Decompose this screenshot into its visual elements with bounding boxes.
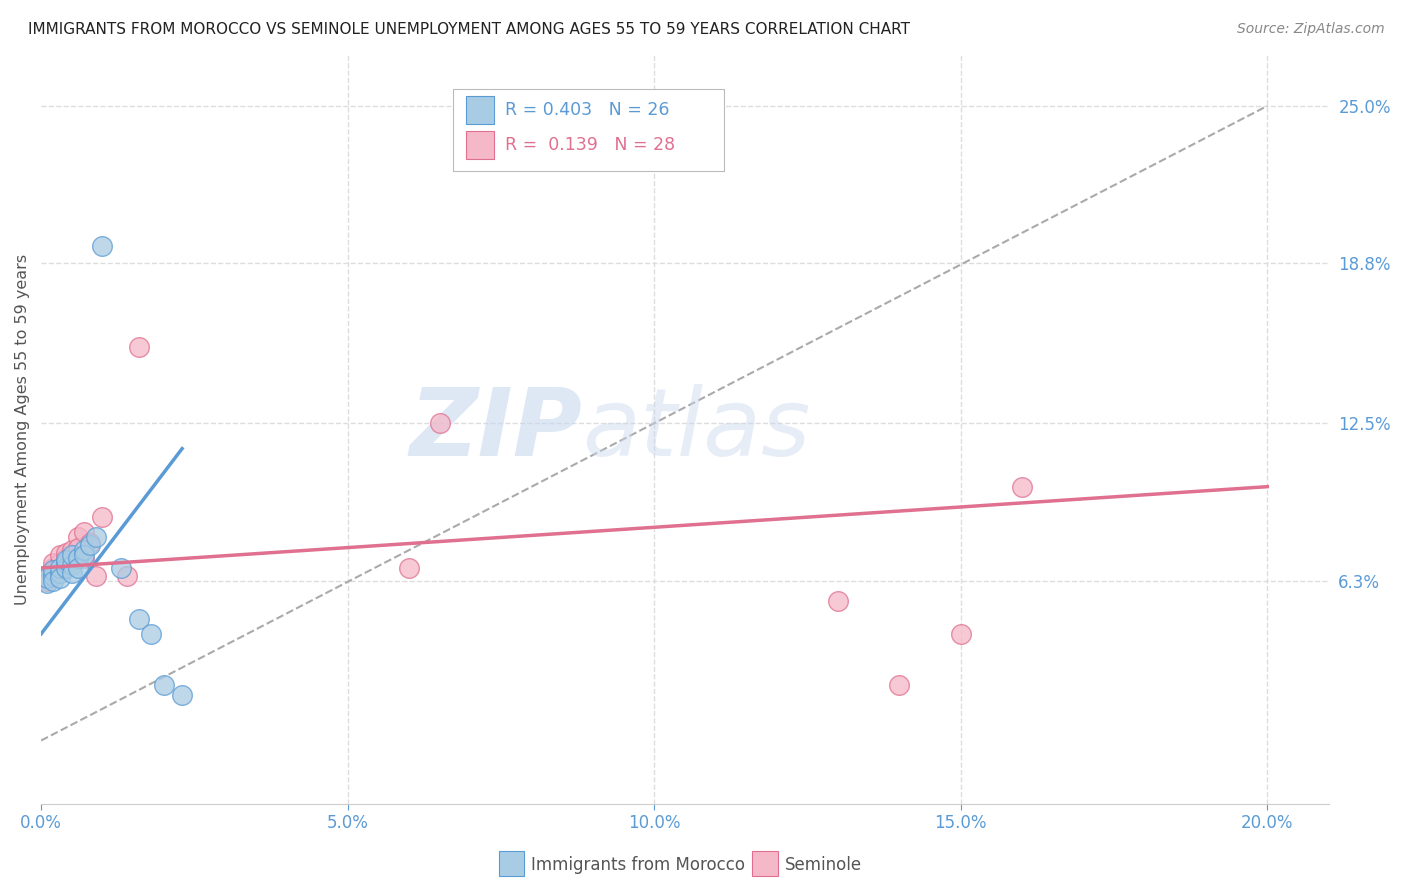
Text: Seminole: Seminole bbox=[785, 856, 862, 874]
Point bbox=[66, 531, 89, 545]
Point bbox=[55, 550, 77, 565]
Point bbox=[48, 564, 70, 578]
Point bbox=[152, 678, 174, 692]
Point bbox=[1011, 480, 1033, 494]
Point bbox=[889, 678, 911, 692]
Point bbox=[48, 561, 70, 575]
Point bbox=[949, 627, 972, 641]
Point bbox=[429, 416, 451, 430]
Point bbox=[42, 574, 65, 588]
Point bbox=[84, 568, 107, 582]
Point bbox=[73, 543, 96, 558]
Point bbox=[79, 538, 101, 552]
Point bbox=[55, 558, 77, 573]
FancyBboxPatch shape bbox=[465, 131, 495, 160]
Point bbox=[55, 561, 77, 575]
Point bbox=[48, 556, 70, 570]
Point bbox=[42, 561, 65, 575]
Point bbox=[73, 548, 96, 562]
Point bbox=[91, 510, 114, 524]
Point bbox=[66, 561, 89, 575]
Point bbox=[60, 548, 83, 562]
Point bbox=[42, 556, 65, 570]
Text: R = 0.403   N = 26: R = 0.403 N = 26 bbox=[505, 101, 669, 119]
Point bbox=[172, 688, 194, 702]
Point bbox=[60, 558, 83, 573]
Point bbox=[84, 531, 107, 545]
FancyBboxPatch shape bbox=[465, 95, 495, 124]
Text: atlas: atlas bbox=[582, 384, 810, 475]
Text: R =  0.139   N = 28: R = 0.139 N = 28 bbox=[505, 136, 675, 154]
Point bbox=[115, 568, 138, 582]
Point bbox=[55, 546, 77, 560]
Point bbox=[91, 238, 114, 252]
Point bbox=[42, 564, 65, 578]
Point bbox=[66, 550, 89, 565]
Point bbox=[60, 543, 83, 558]
Text: Source: ZipAtlas.com: Source: ZipAtlas.com bbox=[1237, 22, 1385, 37]
Point bbox=[37, 571, 59, 585]
Point bbox=[55, 556, 77, 570]
Point bbox=[128, 612, 150, 626]
FancyBboxPatch shape bbox=[453, 89, 724, 171]
Point bbox=[48, 548, 70, 562]
Text: IMMIGRANTS FROM MOROCCO VS SEMINOLE UNEMPLOYMENT AMONG AGES 55 TO 59 YEARS CORRE: IMMIGRANTS FROM MOROCCO VS SEMINOLE UNEM… bbox=[28, 22, 910, 37]
Text: Immigrants from Morocco: Immigrants from Morocco bbox=[531, 856, 745, 874]
Point bbox=[60, 566, 83, 580]
Point bbox=[66, 541, 89, 555]
Point bbox=[48, 571, 70, 585]
Point bbox=[73, 525, 96, 540]
Point bbox=[42, 568, 65, 582]
Point bbox=[55, 553, 77, 567]
Point bbox=[141, 627, 163, 641]
Point bbox=[60, 553, 83, 567]
Point bbox=[37, 568, 59, 582]
Point bbox=[128, 340, 150, 354]
Y-axis label: Unemployment Among Ages 55 to 59 years: Unemployment Among Ages 55 to 59 years bbox=[15, 254, 30, 605]
Text: ZIP: ZIP bbox=[409, 384, 582, 475]
Point bbox=[37, 576, 59, 591]
Point bbox=[48, 566, 70, 580]
Point bbox=[398, 561, 420, 575]
Point bbox=[73, 550, 96, 565]
Point bbox=[827, 594, 849, 608]
Point bbox=[37, 574, 59, 588]
Point bbox=[79, 535, 101, 549]
Point bbox=[110, 561, 132, 575]
Point bbox=[42, 568, 65, 582]
